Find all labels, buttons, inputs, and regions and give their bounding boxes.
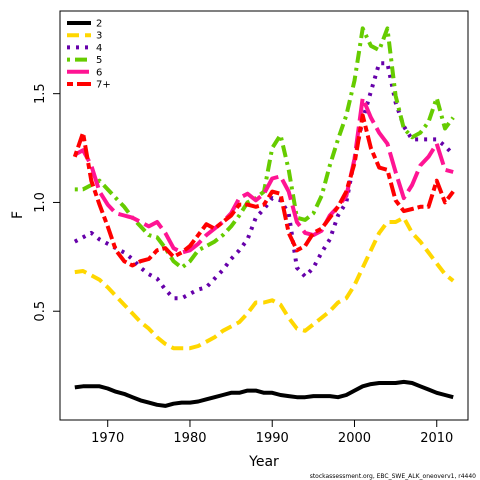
- x-axis-title: Year: [248, 454, 279, 470]
- footnote: stockassessment.org, EBC_SWE_ALK_oneover…: [310, 473, 476, 480]
- x-tick-label: 1980: [173, 431, 206, 446]
- legend-label-3: 5: [96, 55, 102, 66]
- x-tick-label: 1990: [256, 431, 289, 446]
- y-tick-label: 1.0: [33, 192, 48, 213]
- x-tick-label: 2010: [420, 431, 453, 446]
- legend-label-2: 4: [96, 43, 102, 54]
- legend-label-5: 7+: [96, 80, 111, 91]
- legend-label-0: 2: [96, 19, 102, 30]
- y-axis: 0.5 1.0 1.5: [33, 83, 61, 322]
- series-line-0: [74, 379, 454, 408]
- x-tick-label: 2000: [338, 431, 371, 446]
- series-line-1: [74, 215, 455, 351]
- legend-label-4: 6: [96, 67, 102, 78]
- series-line-2: [73, 61, 455, 301]
- series-line-4: [73, 96, 454, 255]
- series-line-5: [72, 113, 455, 268]
- x-axis: 1970 1980 1990 2000 2010: [91, 419, 453, 446]
- y-axis-title: F: [10, 211, 26, 219]
- y-tick-label: 0.5: [33, 301, 48, 322]
- series-layer: [72, 26, 455, 408]
- y-tick-label: 1.5: [33, 83, 48, 104]
- x-tick-label: 1970: [91, 431, 124, 446]
- legend-label-1: 3: [96, 31, 102, 42]
